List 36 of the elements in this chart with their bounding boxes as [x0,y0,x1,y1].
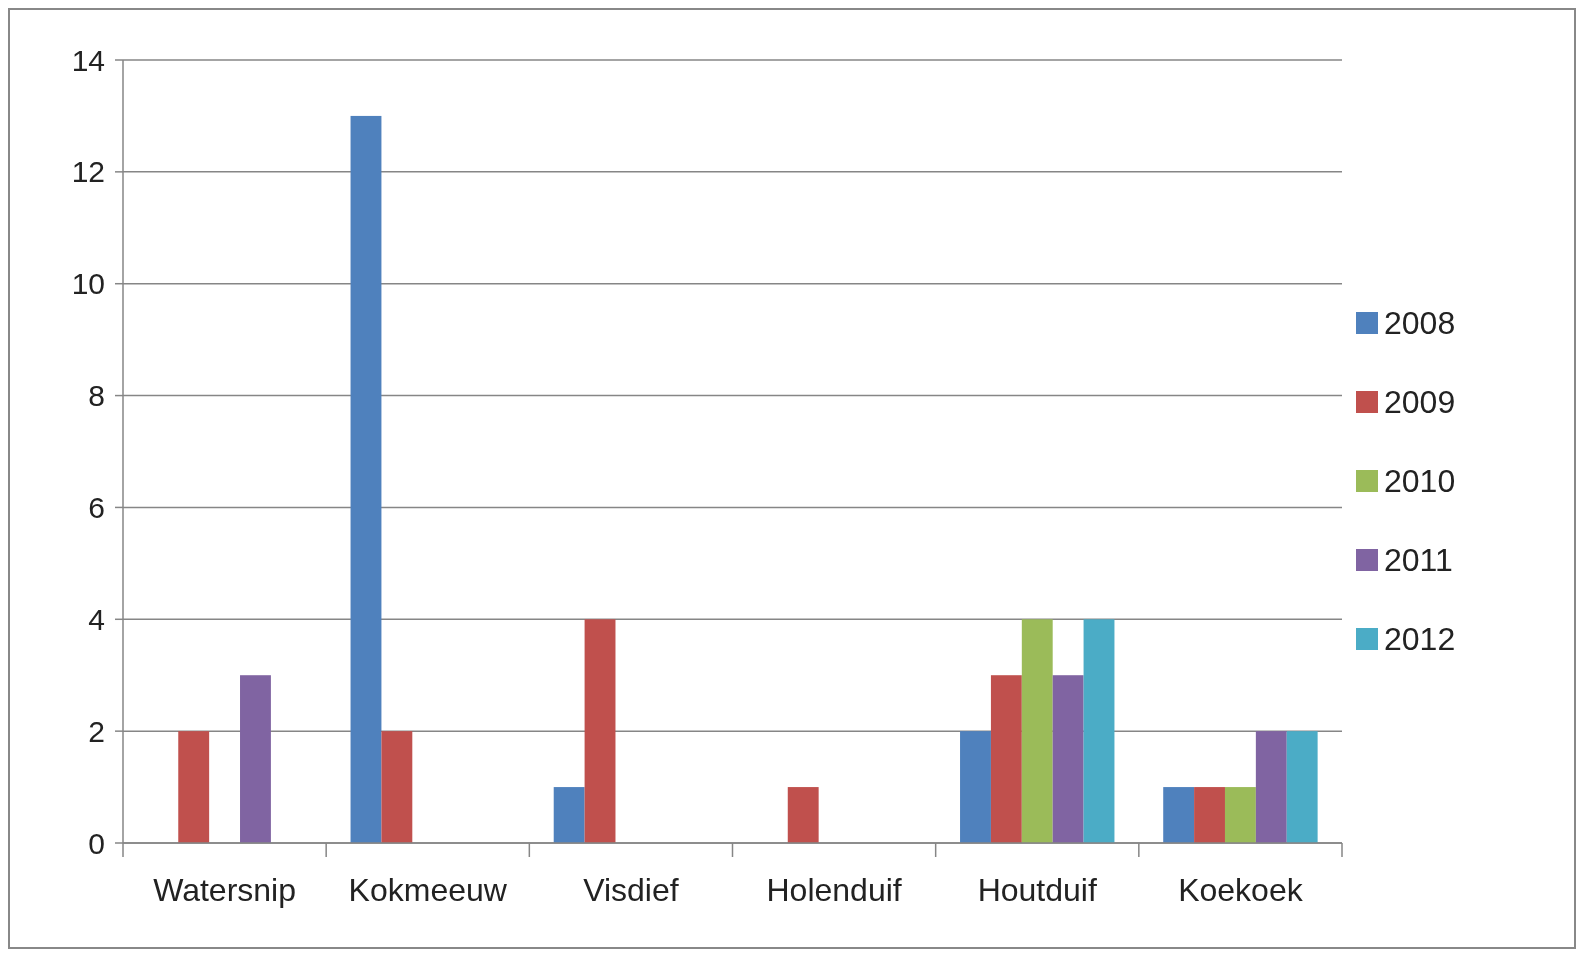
x-tick-label: Houtduif [977,872,1097,908]
y-tick-label: 4 [88,602,105,636]
y-tick-label: 12 [71,155,105,189]
y-tick-label: 14 [71,43,105,77]
bar [240,675,271,843]
bar [1021,619,1053,843]
y-tick-label: 8 [88,379,105,413]
x-tick-label: Koekoek [1178,872,1304,908]
bar [1194,787,1225,843]
bar [553,787,585,843]
bar [178,731,210,843]
legend-label: 2011 [1384,542,1453,579]
bar [1255,731,1287,843]
bar [990,675,1022,843]
y-tick-label: 2 [88,714,105,748]
bar [350,115,382,843]
x-tick-label: Watersnip [153,872,297,908]
x-tick-label: Holenduif [766,872,902,908]
bar [1052,675,1084,843]
y-tick-label: 10 [71,267,105,301]
bar [960,731,991,843]
legend-label: 2009 [1384,384,1456,421]
legend-label: 2012 [1384,621,1456,658]
bar [381,731,413,843]
y-tick-label: 6 [88,490,105,524]
legend-label: 2008 [1384,305,1456,342]
bar [1286,731,1318,843]
legend-label: 2010 [1384,463,1456,500]
bar [584,619,616,843]
bar [787,787,819,843]
x-tick-label: Visdief [583,872,679,908]
bar [1083,619,1115,843]
y-tick-label: 0 [88,826,105,860]
x-tick-label: Kokmeeuw [348,872,508,908]
bar [1224,787,1256,843]
bar [1163,787,1195,843]
